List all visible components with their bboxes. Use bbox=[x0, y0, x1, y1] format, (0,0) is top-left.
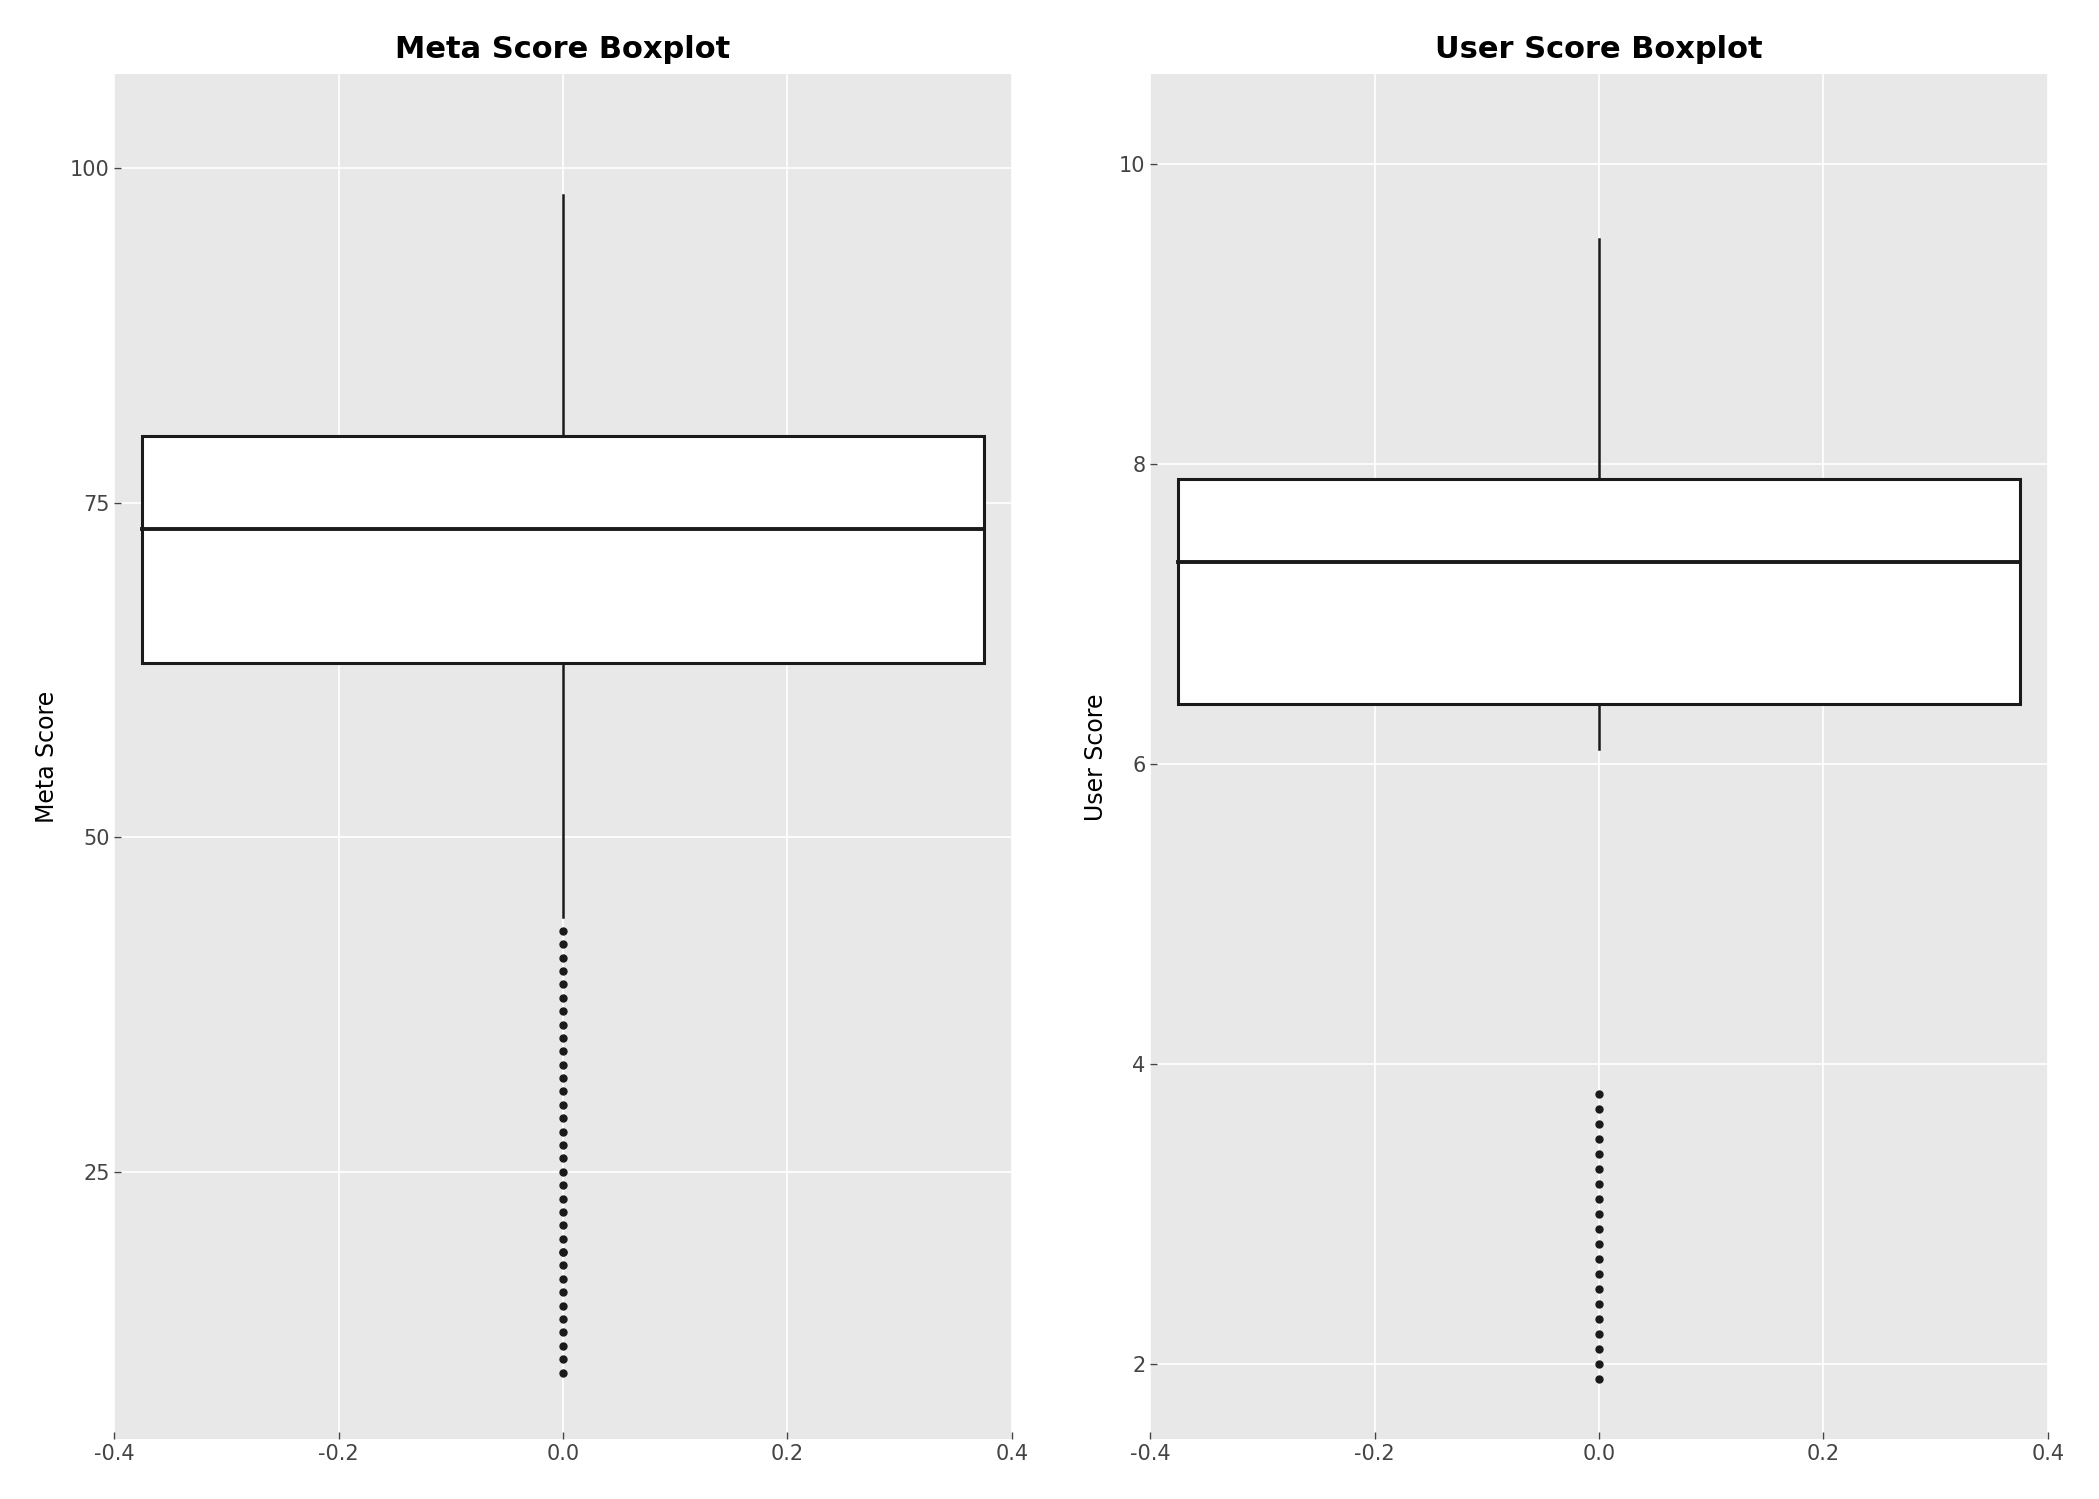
Y-axis label: User Score: User Score bbox=[1083, 693, 1108, 820]
Title: User Score Boxplot: User Score Boxplot bbox=[1436, 34, 1763, 64]
Bar bbox=[1178, 480, 2019, 705]
Title: Meta Score Boxplot: Meta Score Boxplot bbox=[395, 34, 730, 64]
Y-axis label: Meta Score: Meta Score bbox=[36, 691, 59, 823]
Bar bbox=[143, 436, 984, 663]
